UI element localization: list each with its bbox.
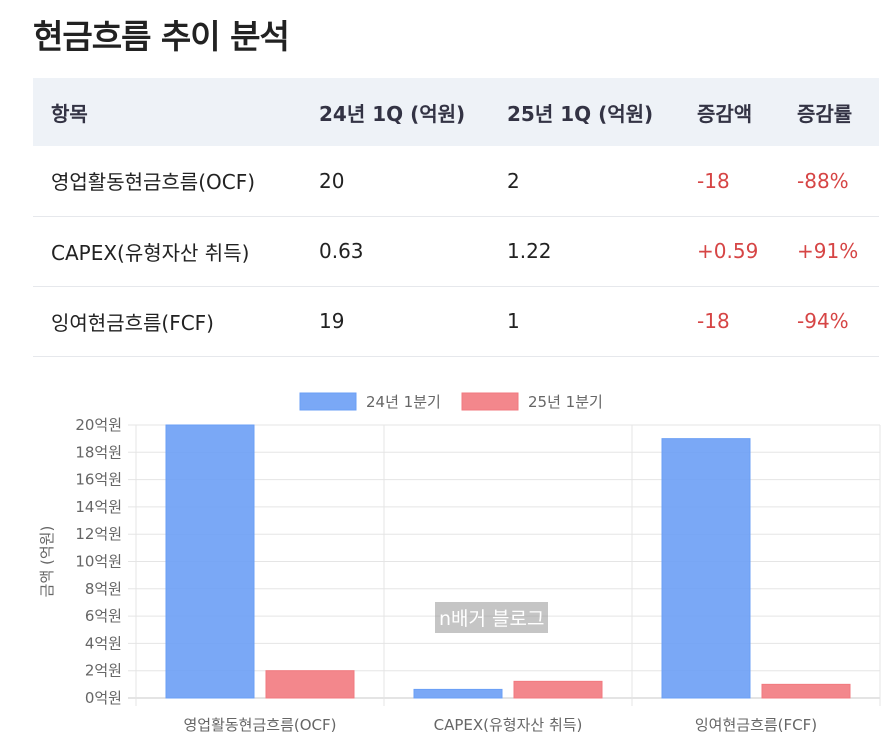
row-label: 영업활동현금흐름(OCF) bbox=[51, 170, 256, 195]
page-title: 현금흐름 추이 분석 bbox=[33, 17, 290, 56]
row-24q1-value: 19 bbox=[319, 309, 345, 333]
bar bbox=[761, 683, 851, 699]
y-tick-label: 18억원 bbox=[75, 443, 122, 461]
row-25q1-value: 2 bbox=[507, 168, 520, 193]
header-item: 항목 bbox=[51, 101, 88, 126]
header-change-amount: 증감액 bbox=[697, 101, 753, 126]
table-row: 잉여현금흐름(FCF) 19 1 -18 -94% bbox=[33, 286, 879, 356]
y-tick-label: 6억원 bbox=[85, 607, 122, 625]
cashflow-bar-chart: 0억원 2억원 4억원 6억원 8억원 10억원 12억원 14억원 16억원 18억원 20억원영… bbox=[38, 392, 881, 734]
y-tick-label: 0억원 bbox=[85, 689, 122, 707]
table-header-row: 항목 24년 1Q (억원) 25년 1Q (억원) 증감액 증감률 bbox=[33, 78, 879, 146]
row-25q1-value: 1.22 bbox=[507, 239, 552, 263]
y-tick-label: 8억원 bbox=[85, 580, 122, 598]
row-label: CAPEX(유형자산 취득) bbox=[51, 240, 250, 265]
x-tick-label: CAPEX(유형자산 취득) bbox=[434, 716, 583, 734]
y-tick-label: 2억원 bbox=[85, 662, 122, 680]
bar bbox=[661, 438, 751, 699]
row-change-rate: +91% bbox=[797, 239, 859, 263]
row-change-amount: -18 bbox=[697, 309, 730, 333]
table-row: 영업활동현금흐름(OCF) 20 2 -18 -88% bbox=[33, 146, 879, 216]
bar bbox=[513, 680, 603, 699]
table-row: CAPEX(유형자산 취득) 0.63 1.22 +0.59 +91% bbox=[33, 216, 879, 286]
x-tick-label: 영업활동현금흐름(OCF) bbox=[183, 716, 336, 734]
bar bbox=[165, 424, 255, 699]
y-tick-label: 14억원 bbox=[75, 498, 122, 516]
legend-swatch bbox=[461, 392, 519, 411]
y-tick-label: 16억원 bbox=[75, 471, 122, 489]
legend-label: 24년 1분기 bbox=[366, 393, 441, 411]
legend-label: 25년 1분기 bbox=[528, 393, 603, 411]
legend-swatch bbox=[299, 392, 357, 411]
y-axis-label: 금액 (억원) bbox=[38, 526, 56, 598]
row-change-rate: -94% bbox=[797, 309, 849, 333]
header-25q1: 25년 1Q (억원) bbox=[507, 101, 654, 126]
header-change-rate: 증감률 bbox=[797, 101, 853, 126]
row-24q1-value: 0.63 bbox=[319, 239, 364, 263]
row-24q1-value: 20 bbox=[319, 168, 345, 193]
y-tick-label: 4억원 bbox=[85, 634, 122, 652]
row-25q1-value: 1 bbox=[507, 309, 520, 333]
watermark: n배거 블로그 bbox=[435, 602, 549, 633]
row-change-amount: -18 bbox=[697, 168, 730, 193]
x-tick-label: 잉여현금흐름(FCF) bbox=[695, 716, 817, 734]
cashflow-table: 항목 24년 1Q (억원) 25년 1Q (억원) 증감액 증감률 영업활동현… bbox=[33, 78, 879, 357]
row-change-rate: -88% bbox=[797, 168, 849, 193]
row-label: 잉여현금흐름(FCF) bbox=[51, 310, 214, 335]
y-tick-label: 12억원 bbox=[75, 525, 122, 543]
row-change-amount: +0.59 bbox=[697, 239, 759, 263]
bar bbox=[413, 688, 503, 699]
bar bbox=[265, 670, 355, 699]
header-24q1: 24년 1Q (억원) bbox=[319, 101, 466, 126]
y-tick-label: 20억원 bbox=[75, 416, 122, 434]
y-tick-label: 10억원 bbox=[75, 553, 122, 571]
